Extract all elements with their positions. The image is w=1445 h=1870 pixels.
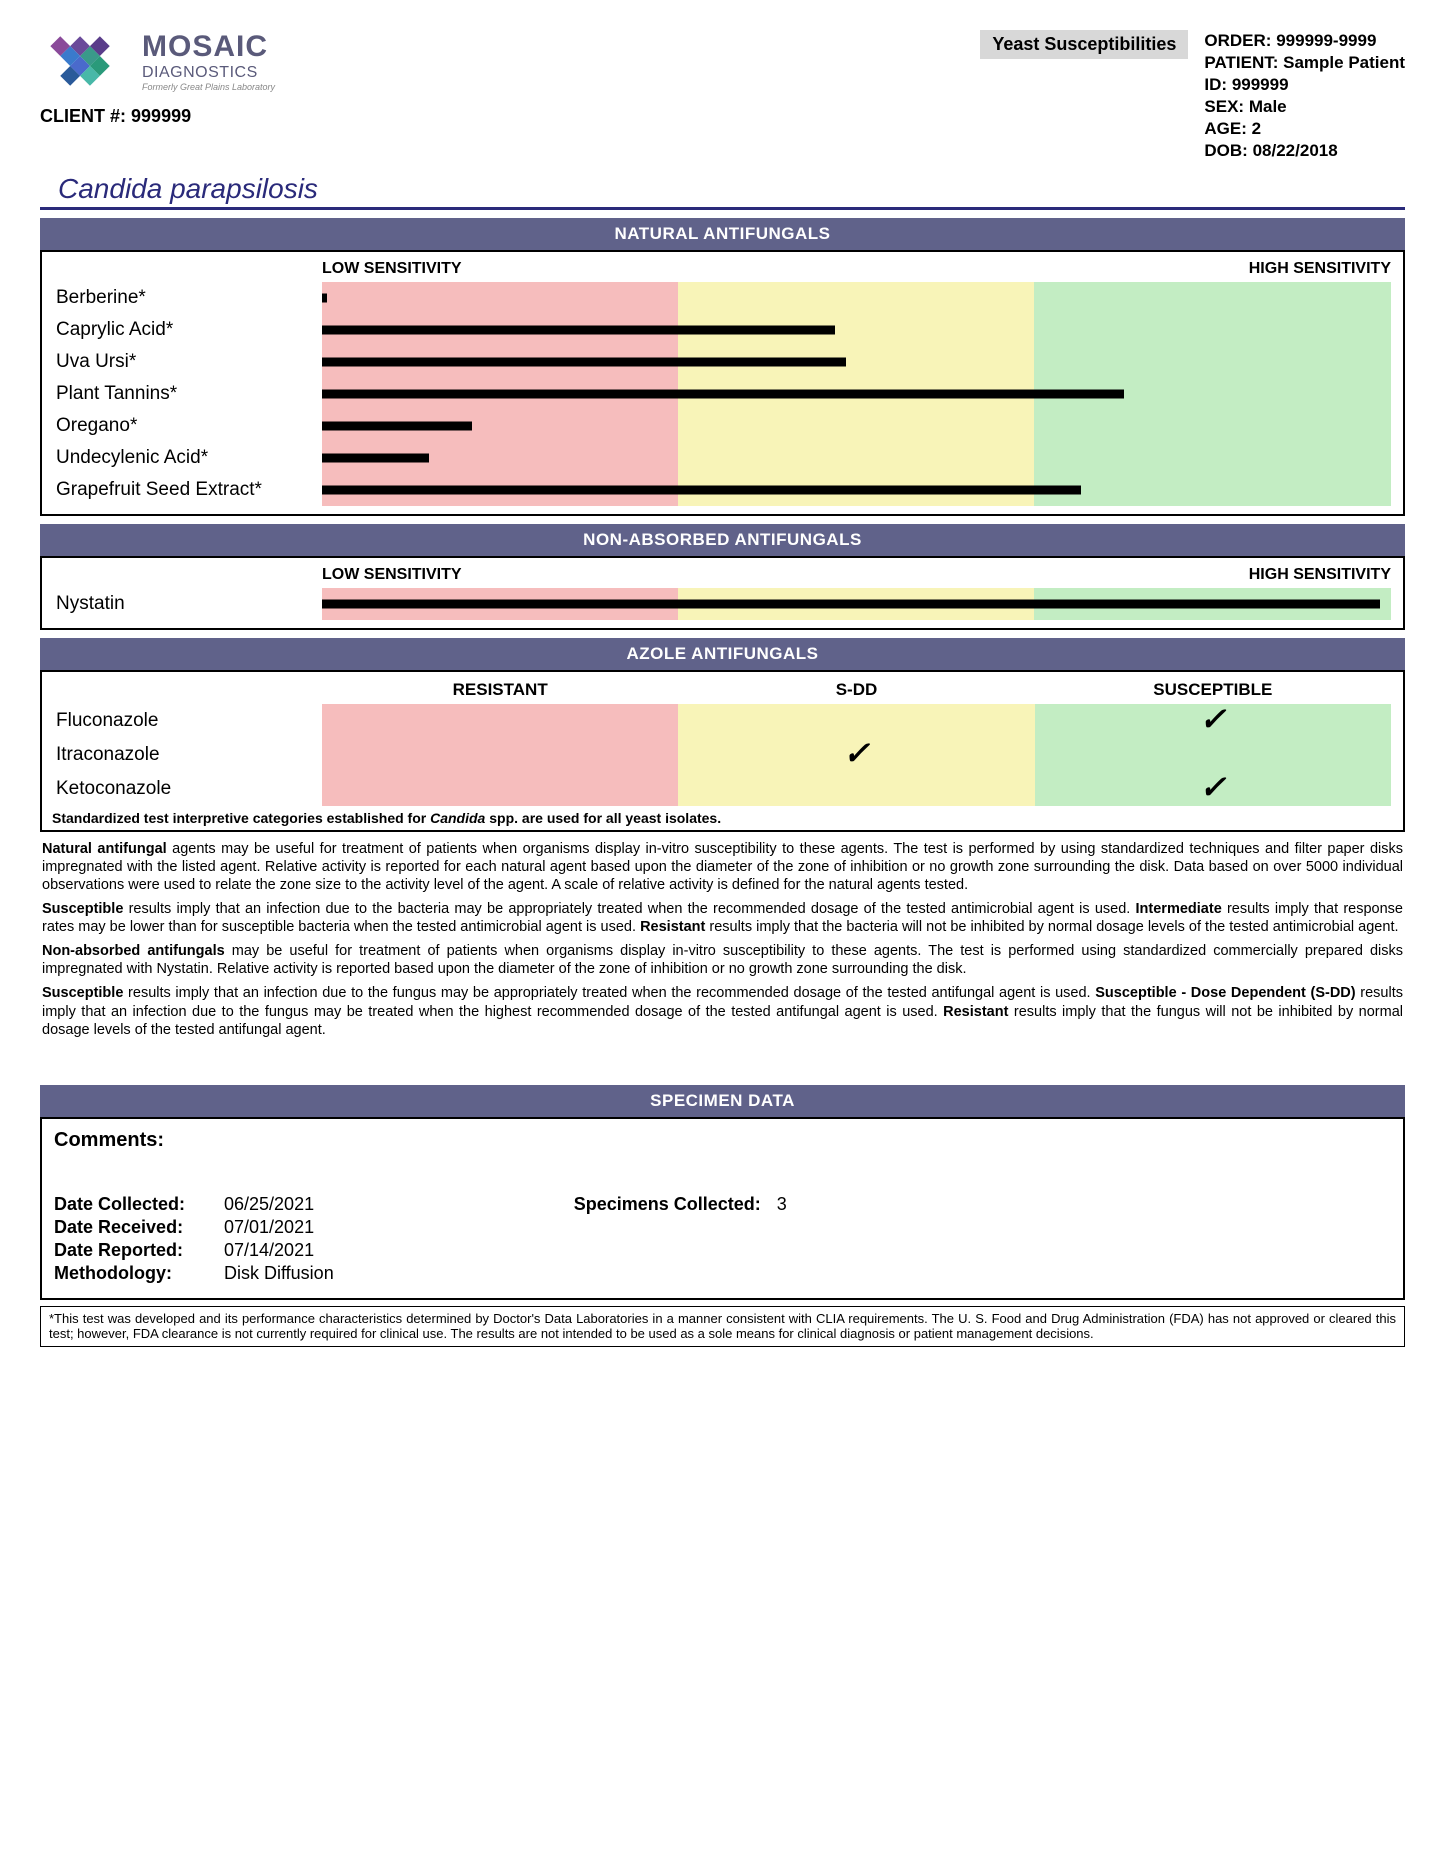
row-label: Oregano*: [42, 415, 322, 437]
bar-fill: [322, 599, 1380, 608]
bar-area: [322, 282, 1391, 314]
bar-fill: [322, 293, 327, 302]
method-label: Methodology:: [54, 1263, 224, 1284]
row-label: Nystatin: [42, 593, 322, 615]
sensitivity-row: Caprylic Acid*: [42, 314, 1403, 346]
title-rule: [40, 207, 1405, 210]
row-label: Plant Tannins*: [42, 383, 322, 405]
row-label: Fluconazole: [42, 710, 322, 732]
received-value: 07/01/2021: [224, 1217, 314, 1238]
row-label: Uva Ursi*: [42, 351, 322, 373]
natural-rows: Berberine* Caprylic Acid* Uva Ursi* Plant T…: [42, 282, 1403, 506]
sensitivity-row: Grapefruit Seed Extract*: [42, 474, 1403, 506]
axis-labels: LOW SENSITIVITY HIGH SENSITIVITY: [42, 260, 1403, 278]
bar-area: [322, 410, 1391, 442]
bar-fill: [322, 421, 472, 430]
azole-row: Ketoconazole ✓: [42, 772, 1403, 806]
bar-fill: [322, 325, 835, 334]
sensitivity-row: Nystatin: [42, 588, 1403, 620]
report-category: Yeast Susceptibilities: [980, 30, 1188, 59]
axis-high: HIGH SENSITIVITY: [1249, 260, 1391, 278]
azole-col-sdd: S-DD: [678, 680, 1034, 700]
received-label: Date Received:: [54, 1217, 224, 1238]
azole-footnote: Standardized test interpretive categorie…: [42, 806, 1403, 828]
comments-label: Comments:: [54, 1129, 1391, 1152]
bar-fill: [322, 453, 429, 462]
bar-fill: [322, 389, 1124, 398]
row-label: Berberine*: [42, 287, 322, 309]
specimens-collected-value: 3: [777, 1194, 787, 1215]
row-label: Ketoconazole: [42, 778, 322, 800]
sensitivity-row: Plant Tannins*: [42, 378, 1403, 410]
specimens-collected-label: Specimens Collected:: [574, 1194, 761, 1215]
bar-area: [322, 474, 1391, 506]
bar-area: [322, 378, 1391, 410]
section-azole: RESISTANT S-DD SUSCEPTIBLE Fluconazole✓I…: [40, 670, 1405, 832]
bar-fill: [322, 357, 846, 366]
brand-sub: DIAGNOSTICS: [142, 64, 275, 82]
row-label: Undecylenic Acid*: [42, 447, 322, 469]
row-label: Itraconazole: [42, 744, 322, 766]
section-header-nonabsorbed: NON-ABSORBED ANTIFUNGALS: [40, 524, 1405, 556]
section-header-azole: AZOLE ANTIFUNGALS: [40, 638, 1405, 670]
patient-info: ORDER: 999999-9999 PATIENT: Sample Patie…: [1204, 30, 1405, 163]
specimen-body: Comments: Date Collected:06/25/2021 Date…: [40, 1117, 1405, 1300]
brand-name: MOSAIC: [142, 30, 275, 64]
sensitivity-row: Berberine*: [42, 282, 1403, 314]
reported-label: Date Reported:: [54, 1240, 224, 1261]
collected-label: Date Collected:: [54, 1194, 224, 1215]
method-value: Disk Diffusion: [224, 1263, 334, 1284]
paragraph-natural: Natural antifungal agents may be useful …: [42, 840, 1403, 894]
bar-area: [322, 442, 1391, 474]
sensitivity-row: Uva Ursi*: [42, 346, 1403, 378]
check-icon: ✓: [1199, 701, 1226, 737]
logo: MOSAIC DIAGNOSTICS Formerly Great Plains…: [40, 30, 275, 92]
azole-col-susceptible: SUSCEPTIBLE: [1035, 680, 1391, 700]
row-label: Grapefruit Seed Extract*: [42, 479, 322, 501]
organism-title: Candida parapsilosis: [58, 173, 1405, 205]
azole-col-resistant: RESISTANT: [322, 680, 678, 700]
check-icon: ✓: [843, 735, 870, 771]
nonabsorbed-rows: Nystatin: [42, 588, 1403, 620]
section-natural: LOW SENSITIVITY HIGH SENSITIVITY Berberi…: [40, 250, 1405, 516]
azole-row: Fluconazole ✓: [42, 704, 1403, 738]
collected-value: 06/25/2021: [224, 1194, 314, 1215]
bar-area: [322, 314, 1391, 346]
bar-area: [322, 588, 1391, 620]
brand-tagline: Formerly Great Plains Laboratory: [142, 82, 275, 92]
azole-rows: Fluconazole ✓ Itraconazole ✓ Ketoconazole ✓: [42, 704, 1403, 806]
row-label: Caprylic Acid*: [42, 319, 322, 341]
check-icon: ✓: [1199, 769, 1226, 805]
axis-low: LOW SENSITIVITY: [322, 260, 462, 278]
paragraph-susceptible-1: Susceptible results imply that an infect…: [42, 900, 1403, 936]
sensitivity-row: Undecylenic Acid*: [42, 442, 1403, 474]
logo-text: MOSAIC DIAGNOSTICS Formerly Great Plains…: [142, 30, 275, 92]
bar-fill: [322, 485, 1081, 494]
paragraph-nonabsorbed: Non-absorbed antifungals may be useful f…: [42, 942, 1403, 978]
logo-client-block: MOSAIC DIAGNOSTICS Formerly Great Plains…: [40, 30, 275, 127]
section-header-specimen: SPECIMEN DATA: [40, 1085, 1405, 1117]
sensitivity-row: Oregano*: [42, 410, 1403, 442]
header-right: Yeast Susceptibilities ORDER: 999999-999…: [980, 30, 1405, 163]
bar-area: [322, 346, 1391, 378]
reported-value: 07/14/2021: [224, 1240, 314, 1261]
logo-icon: [40, 31, 130, 91]
paragraph-susceptible-2: Susceptible results imply that an infect…: [42, 984, 1403, 1038]
client-number: CLIENT #: 999999: [40, 106, 275, 127]
report-header: MOSAIC DIAGNOSTICS Formerly Great Plains…: [40, 30, 1405, 163]
azole-row: Itraconazole ✓: [42, 738, 1403, 772]
section-header-natural: NATURAL ANTIFUNGALS: [40, 218, 1405, 250]
disclaimer: *This test was developed and its perform…: [40, 1306, 1405, 1347]
section-nonabsorbed: LOW SENSITIVITY HIGH SENSITIVITY Nystati…: [40, 556, 1405, 630]
